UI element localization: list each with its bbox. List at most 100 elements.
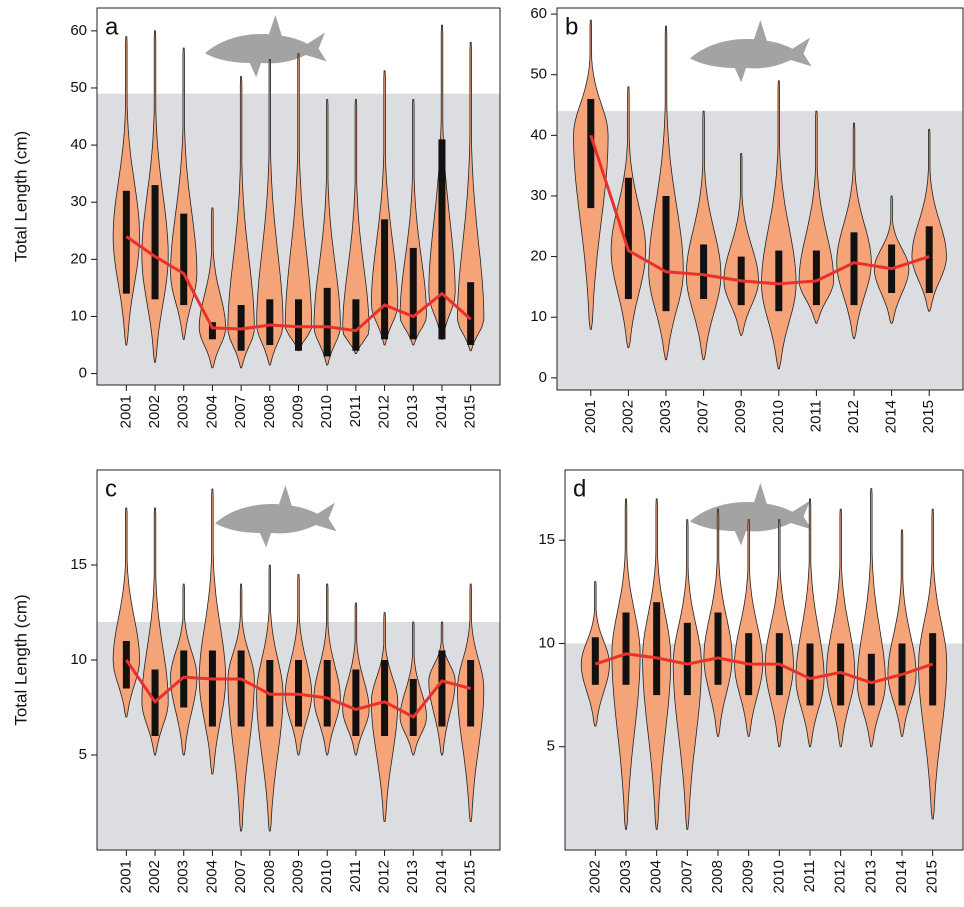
mean-line: [589, 134, 930, 286]
violin: [170, 47, 198, 340]
x-tick-label: 2011: [347, 395, 364, 427]
y-tick-label: 30: [70, 193, 87, 210]
x-tick-label: 2002: [146, 860, 163, 893]
y-tick-label: 60: [530, 5, 547, 22]
violin: [399, 99, 427, 346]
y-tick-label: 0: [539, 369, 547, 386]
x-tick-label: 2004: [648, 860, 665, 893]
box-bar: [467, 282, 475, 346]
violin: [798, 110, 835, 324]
panel-label: a: [105, 13, 119, 40]
box-bar: [775, 250, 783, 312]
violin: [734, 519, 764, 737]
plot-frame: [564, 469, 964, 851]
x-tick-label: 2011: [807, 400, 824, 432]
x-tick-label: 2012: [845, 400, 862, 433]
box-bar: [714, 612, 722, 685]
y-tick-label: 20: [70, 250, 87, 267]
violin: [826, 508, 856, 748]
x-tick-label: 2010: [770, 860, 787, 893]
x-tick-label: 2012: [376, 860, 393, 893]
y-tick-label: 5: [79, 746, 87, 763]
box-bar: [438, 139, 446, 340]
x-tick-label: 2011: [347, 860, 364, 892]
box-bar: [438, 650, 446, 727]
y-tick-label: 15: [538, 531, 555, 548]
violin: [761, 80, 797, 370]
fish-icon: [205, 15, 327, 78]
x-tick-label: 2010: [770, 400, 787, 433]
box-bar: [700, 244, 708, 300]
box-bar: [122, 641, 130, 689]
fish-icon: [690, 483, 812, 546]
x-tick-label: 2009: [732, 400, 749, 433]
x-tick-label: 2011: [801, 860, 818, 892]
box-bar: [622, 612, 630, 685]
box-bar: [662, 195, 670, 312]
box-bar: [381, 219, 389, 340]
violin: [112, 507, 140, 718]
y-tick-label: 0: [79, 365, 87, 382]
x-tick-label: 2010: [318, 395, 335, 428]
box-bar: [409, 679, 417, 736]
x-tick-label: 2002: [146, 395, 163, 428]
box-bar: [624, 177, 632, 300]
violin: [911, 128, 947, 312]
x-tick-label: 2008: [261, 860, 278, 893]
box-bar: [867, 653, 875, 706]
box-bar: [850, 232, 858, 306]
x-tick-label: 2002: [586, 860, 603, 893]
box-bar: [925, 226, 933, 293]
plot-frame: [96, 469, 501, 851]
x-tick-label: 2014: [433, 395, 450, 428]
y-tick-label: 60: [70, 22, 87, 39]
y-tick-label: 40: [530, 126, 547, 143]
box-bar: [122, 190, 130, 294]
x-tick-label: 2003: [175, 860, 192, 893]
y-tick-label: 50: [70, 79, 87, 96]
violin: [284, 53, 313, 352]
box-bar: [929, 633, 937, 706]
y-tick-label: 20: [530, 248, 547, 265]
x-tick-label: 2010: [318, 860, 335, 893]
y-tick-label: 10: [538, 634, 555, 651]
violin: [342, 99, 370, 354]
y-axis-label: Total Length (cm): [11, 131, 30, 262]
plot-frame: [556, 7, 964, 391]
x-tick-label: 2015: [920, 400, 937, 433]
x-tick-label: 2012: [376, 395, 393, 428]
box-bar: [151, 185, 159, 300]
x-tick-label: 2002: [619, 400, 636, 433]
box-bar: [409, 247, 417, 340]
panel-label: d: [573, 475, 586, 502]
violin: [457, 41, 485, 352]
x-tick-label: 2009: [740, 860, 757, 893]
x-tick-label: 2007: [232, 860, 249, 893]
x-tick-label: 2008: [261, 395, 278, 428]
y-tick-label: 50: [530, 66, 547, 83]
x-tick-label: 2009: [289, 860, 306, 893]
violin: [685, 110, 722, 361]
x-tick-label: 2008: [709, 860, 726, 893]
y-axis-label: Total Length (cm): [11, 594, 30, 725]
x-tick-label: 2007: [695, 400, 712, 433]
x-tick-label: 2013: [404, 860, 421, 893]
x-tick-label: 2015: [462, 860, 479, 893]
box-bar: [323, 287, 331, 357]
x-tick-label: 2014: [883, 400, 900, 433]
box-bar: [208, 650, 216, 727]
x-tick-label: 2015: [924, 860, 941, 893]
box-bar: [295, 299, 302, 351]
violin: [256, 59, 284, 366]
x-tick-label: 2007: [678, 860, 695, 893]
x-tick-label: 2009: [289, 395, 306, 428]
y-tick-label: 5: [547, 738, 555, 755]
box-bar: [352, 299, 360, 351]
plot-frame: [96, 7, 501, 386]
x-tick-label: 2001: [117, 860, 134, 893]
x-tick-label: 2014: [893, 860, 910, 893]
y-tick-label: 15: [70, 556, 87, 573]
box-bar: [208, 322, 216, 340]
panel-label: b: [565, 13, 578, 40]
